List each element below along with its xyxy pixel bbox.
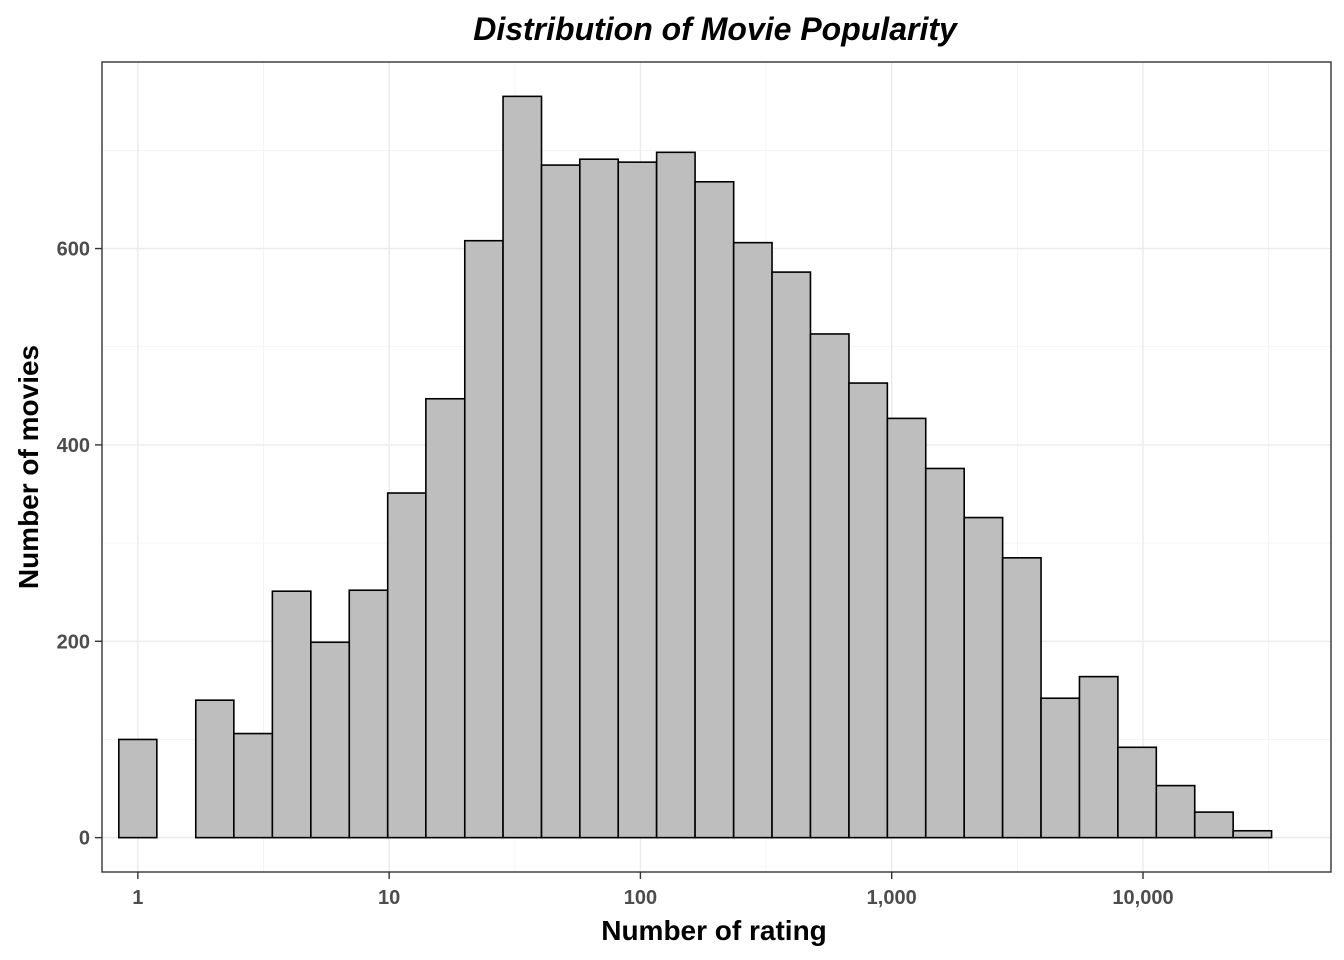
histogram-bar — [1232, 829, 1273, 839]
histogram-bar — [1078, 675, 1119, 839]
x-tick-label: 1,000 — [867, 887, 917, 909]
histogram-bar — [271, 590, 312, 839]
x-tick-label: 10 — [378, 887, 400, 909]
histogram-bar — [1001, 557, 1042, 839]
x-tick-label: 100 — [624, 887, 657, 909]
histogram-bar — [655, 151, 696, 839]
histogram-bar — [886, 417, 927, 839]
histogram-bar — [694, 180, 735, 839]
y-axis-ticks: 0 200 400 600 — [57, 239, 102, 850]
histogram-bar — [502, 95, 543, 839]
histogram-bar — [425, 397, 466, 839]
histogram-bar — [617, 161, 658, 839]
histogram-bar — [540, 164, 581, 839]
histogram-bar — [771, 271, 812, 839]
histogram-bar — [1040, 697, 1081, 839]
histogram-bar — [386, 492, 427, 839]
histogram-bar — [310, 641, 351, 839]
histogram-bar — [809, 333, 850, 839]
histogram-bar — [348, 589, 389, 839]
x-tick-label: 1 — [132, 887, 143, 909]
histogram-bar — [194, 699, 235, 839]
y-tick-label: 0 — [79, 828, 90, 850]
y-tick-label: 200 — [57, 631, 90, 653]
histogram-bar — [579, 158, 620, 839]
y-axis-title: Number of movies — [13, 345, 44, 589]
histogram-bar — [924, 467, 965, 839]
x-axis-title: Number of rating — [601, 915, 827, 946]
y-tick-label: 400 — [57, 435, 90, 457]
x-axis-ticks: 1 10 100 1,000 10,000 — [132, 872, 1174, 909]
histogram-bar — [732, 241, 773, 839]
histogram-bar — [1155, 784, 1196, 839]
histogram-bar — [118, 738, 158, 839]
plot-panel-border — [101, 61, 1332, 873]
histogram-bar — [233, 732, 274, 839]
histogram-bar — [463, 239, 504, 839]
histogram-bar — [1193, 811, 1234, 839]
histogram-bar — [963, 516, 1004, 839]
x-tick-label: 10,000 — [1112, 887, 1173, 909]
chart-title: Distribution of Movie Popularity — [473, 11, 959, 47]
histogram-bar — [848, 382, 889, 839]
y-tick-label: 600 — [57, 239, 90, 261]
histogram-bar — [1117, 746, 1158, 839]
histogram-bars — [118, 95, 1273, 839]
